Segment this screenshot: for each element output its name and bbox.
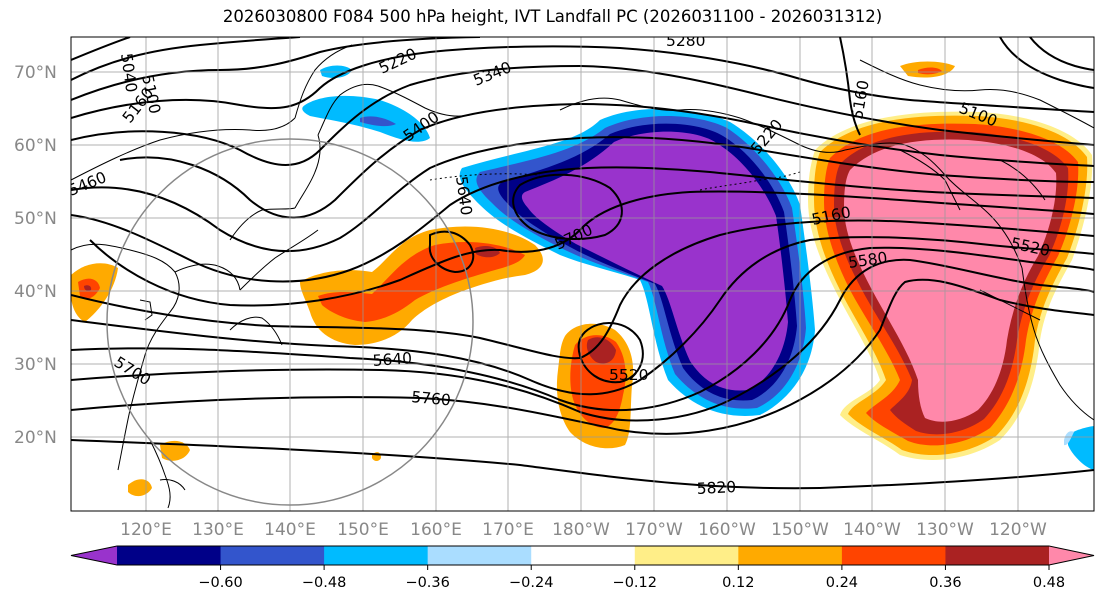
colorbar-extend-low — [71, 546, 117, 565]
contour-label-5280: 5280 — [666, 32, 705, 50]
colorbar-box — [117, 546, 222, 565]
lon-tick-label: 170°E — [482, 520, 534, 540]
negative-anomaly-central-core — [521, 131, 788, 391]
colorbar-tick-label: −0.12 — [613, 575, 657, 591]
lon-tick-label: 140°W — [843, 520, 901, 540]
colorbar-tick-label: −0.24 — [509, 575, 553, 591]
contour-label-5640b: 5640 — [452, 175, 475, 217]
lon-axis: 120°E 130°E 140°E 150°E 160°E 170°E 180°… — [120, 520, 1047, 540]
contour-label-5760: 5760 — [411, 388, 452, 409]
colorbar-box — [841, 546, 946, 565]
map-title: 2026030800 F084 500 hPa height, IVT Land… — [222, 7, 883, 26]
lat-tick-label: 50°N — [14, 209, 57, 229]
range-circle — [106, 138, 474, 506]
colorbar-box — [634, 546, 739, 565]
lat-tick-label: 60°N — [14, 136, 57, 156]
colorbar-tick-label: −0.48 — [302, 575, 346, 591]
map-frame — [70, 36, 1095, 512]
lat-tick-label: 20°N — [14, 428, 57, 448]
lon-tick-label: 170°W — [625, 520, 683, 540]
colorbar-box — [427, 546, 532, 565]
lat-tick-label: 30°N — [14, 355, 57, 375]
colorbar-tick-label: 0.48 — [1033, 575, 1065, 591]
colorbar-tick-label: 0.36 — [929, 575, 961, 591]
colorbar-extend-high — [1049, 546, 1094, 565]
contour-label-5520: 5520 — [609, 366, 648, 384]
colorbar: −0.60 −0.48 −0.36 −0.24 −0.12 0.12 0.24 0.36 0.4… — [70, 545, 1095, 591]
contour-label-5580: 5580 — [847, 249, 889, 272]
colorbar-tick-label: 0.24 — [826, 575, 858, 591]
lat-tick-label: 70°N — [14, 63, 57, 83]
contour-label-5640: 5640 — [372, 349, 413, 370]
lat-axis: 70°N 60°N 50°N 40°N 30°N 20°N — [14, 63, 57, 448]
lon-tick-label: 140°E — [264, 520, 316, 540]
lat-tick-label: 40°N — [14, 282, 57, 302]
colorbar-box — [945, 546, 1050, 565]
colorbar-box — [324, 546, 429, 565]
lon-tick-label: 150°E — [337, 520, 389, 540]
lon-tick-label: 180°W — [552, 520, 610, 540]
contour-label-5040: 5040 — [117, 52, 140, 94]
lon-tick-label: 130°E — [192, 520, 244, 540]
lon-tick-label: 150°W — [771, 520, 829, 540]
colorbar-tick-label: 0.12 — [722, 575, 754, 591]
colorbar-tick-label: −0.60 — [198, 575, 242, 591]
colorbar-tick-label: −0.36 — [405, 575, 449, 591]
lon-tick-label: 120°W — [989, 520, 1047, 540]
colorbar-box — [738, 546, 843, 565]
lon-tick-label: 130°W — [916, 520, 974, 540]
lon-tick-label: 160°W — [698, 520, 756, 540]
gridlines — [71, 37, 1094, 511]
colorbar-box — [220, 546, 325, 565]
lon-tick-label: 160°E — [410, 520, 462, 540]
colorbar-outline — [70, 545, 1095, 566]
contour-label-5820: 5820 — [696, 478, 736, 498]
colorbar-box — [531, 546, 636, 565]
lon-tick-label: 120°E — [120, 520, 172, 540]
